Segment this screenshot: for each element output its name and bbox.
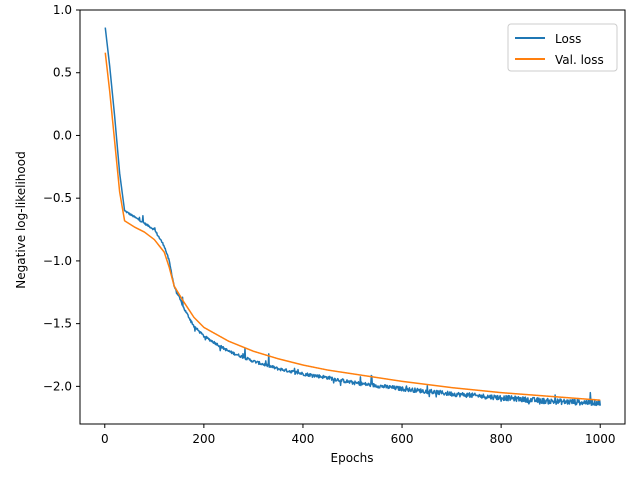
y-tick-label: 0.0 bbox=[53, 128, 72, 142]
y-tick-label: 1.0 bbox=[53, 3, 72, 17]
x-axis-title: Epochs bbox=[331, 451, 374, 465]
x-tick-label: 0 bbox=[101, 432, 109, 446]
plot-area bbox=[80, 10, 625, 424]
series-layer bbox=[104, 27, 601, 407]
legend-label-val-loss: Val. loss bbox=[555, 53, 604, 67]
x-tick-label: 1000 bbox=[585, 432, 616, 446]
x-ticks: 0 200 400 600 800 1000 bbox=[101, 424, 616, 446]
x-tick-label: 200 bbox=[192, 432, 215, 446]
y-tick-label: 0.5 bbox=[53, 66, 72, 80]
x-tick-label: 400 bbox=[292, 432, 315, 446]
y-tick-label: −0.5 bbox=[43, 191, 72, 205]
y-tick-label: −1.0 bbox=[43, 254, 72, 268]
legend: Loss Val. loss bbox=[507, 23, 618, 72]
x-tick-label: 800 bbox=[490, 432, 513, 446]
y-axis-title: Negative log-likelihood bbox=[14, 151, 28, 288]
x-tick-label: 600 bbox=[391, 432, 414, 446]
y-tick-label: −1.5 bbox=[43, 317, 72, 331]
series-line-loss bbox=[104, 27, 601, 407]
y-tick-label: −2.0 bbox=[43, 379, 72, 393]
axes-frame bbox=[79, 9, 626, 425]
series-line-val-loss bbox=[104, 52, 601, 401]
legend-label-loss: Loss bbox=[555, 32, 581, 46]
y-ticks: 1.0 0.5 0.0 −0.5 −1.0 −1.5 −2.0 bbox=[43, 3, 80, 393]
